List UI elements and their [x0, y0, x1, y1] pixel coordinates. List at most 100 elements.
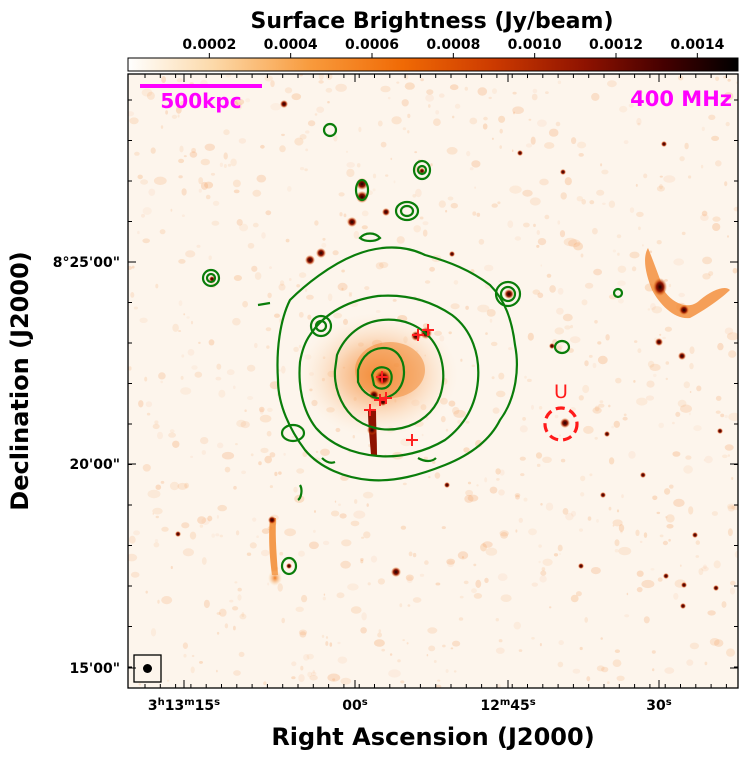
- noise-blob: [499, 145, 503, 149]
- noise-blob: [323, 593, 326, 596]
- noise-blob: [380, 141, 387, 148]
- noise-blob: [530, 136, 536, 145]
- noise-blob: [665, 377, 668, 381]
- noise-blob: [252, 517, 257, 522]
- source-u-circle: [543, 406, 579, 442]
- noise-blob: [233, 625, 236, 631]
- noise-blob: [198, 341, 201, 344]
- x-tick-label: 3h13m15s: [148, 697, 220, 715]
- contour-ps-8: [416, 164, 428, 176]
- noise-blob: [146, 91, 155, 100]
- noise-blob: [339, 513, 347, 519]
- noise-blob: [414, 151, 418, 154]
- noise-blob: [141, 88, 153, 97]
- noise-blob: [296, 468, 305, 474]
- noise-blob: [597, 341, 602, 345]
- noise-blob: [538, 560, 541, 564]
- noise-blob: [607, 80, 617, 88]
- noise-blob: [303, 654, 310, 661]
- noise-blob: [305, 130, 310, 134]
- noise-blob: [412, 552, 417, 558]
- noise-blob: [712, 216, 721, 222]
- noise-blob: [356, 163, 361, 168]
- noise-blob: [715, 410, 721, 414]
- noise-blob: [477, 304, 490, 313]
- noise-blob: [300, 167, 305, 171]
- noise-blob: [485, 332, 488, 335]
- noise-blob: [659, 175, 663, 178]
- noise-blob: [656, 185, 665, 192]
- noise-blob: [465, 420, 470, 424]
- tick-value: 12: [480, 698, 499, 714]
- noise-blob: [350, 520, 360, 527]
- noise-blob: [447, 196, 454, 201]
- noise-blob: [554, 414, 559, 419]
- noise-blob: [407, 130, 410, 134]
- noise-blob: [133, 306, 138, 310]
- noise-blob: [724, 414, 728, 419]
- noise-blob: [536, 463, 541, 467]
- noise-blob: [435, 110, 440, 115]
- contour-ps-12: [322, 122, 338, 138]
- noise-blob: [730, 580, 736, 586]
- noise-blob: [599, 400, 604, 404]
- noise-blob: [401, 99, 409, 107]
- noise-blob: [663, 175, 676, 183]
- noise-blob: [533, 223, 536, 228]
- radio-source: [655, 338, 663, 346]
- noise-blob: [466, 150, 471, 157]
- noise-blob: [306, 653, 314, 660]
- noise-blob: [614, 649, 621, 653]
- noise-blob: [203, 599, 210, 609]
- noise-blob: [291, 93, 302, 101]
- noise-blob: [168, 432, 177, 438]
- noise-blob: [554, 327, 565, 335]
- noise-blob: [480, 543, 487, 552]
- noise-blob: [139, 317, 148, 323]
- noise-blob: [726, 332, 738, 341]
- noise-blob: [539, 575, 547, 583]
- noise-blob: [452, 115, 455, 119]
- noise-blob: [348, 292, 353, 295]
- noise-blob: [573, 242, 584, 251]
- noise-blob: [712, 223, 721, 231]
- noise-blob: [545, 502, 554, 511]
- noise-blob: [523, 222, 530, 228]
- noise-blob: [170, 565, 173, 570]
- noise-blob: [559, 552, 561, 556]
- noise-blob: [246, 364, 256, 372]
- noise-blob: [183, 313, 186, 316]
- noise-blob: [190, 320, 194, 325]
- noise-blob: [571, 137, 577, 145]
- colorbar-tick-label: 0.0012: [589, 37, 643, 53]
- contour-4: [356, 346, 406, 400]
- noise-blob: [693, 425, 702, 432]
- noise-blob: [623, 413, 627, 417]
- noise-blob: [520, 473, 525, 477]
- noise-blob: [270, 103, 282, 111]
- tick-value: 13: [165, 698, 184, 714]
- noise-blob: [700, 214, 709, 221]
- tick-value: 45: [510, 698, 529, 714]
- radio-source: [680, 603, 686, 609]
- noise-blob: [464, 494, 474, 503]
- noise-blob: [558, 434, 561, 437]
- noise-blob: [265, 210, 272, 216]
- contour-ps-1: [309, 314, 333, 338]
- noise-blob: [555, 121, 561, 127]
- noise-blob: [215, 376, 222, 381]
- noise-blob: [467, 481, 472, 485]
- noise-blob: [621, 494, 624, 499]
- radio-source: [286, 563, 292, 569]
- noise-blob: [664, 488, 671, 495]
- noise-blob: [385, 174, 389, 177]
- noise-blob: [613, 420, 620, 428]
- noise-blob: [134, 151, 140, 156]
- noise-blob: [614, 539, 620, 547]
- noise-blob: [145, 401, 153, 408]
- noise-blob: [311, 671, 317, 676]
- noise-blob: [269, 452, 276, 458]
- noise-blob: [489, 318, 493, 323]
- noise-blob: [662, 540, 669, 546]
- noise-blob: [372, 173, 377, 179]
